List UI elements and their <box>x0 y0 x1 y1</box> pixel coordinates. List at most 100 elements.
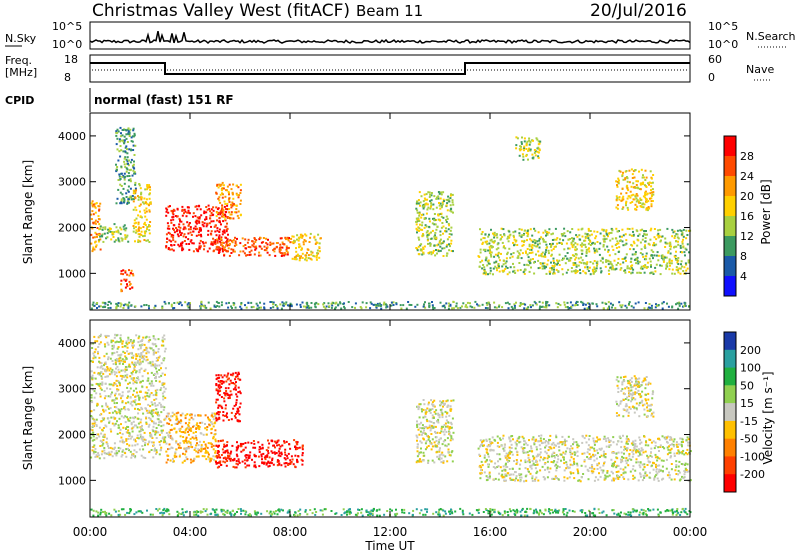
data-pixel <box>626 180 629 183</box>
data-pixel <box>223 445 226 448</box>
data-pixel <box>598 462 600 465</box>
data-pixel <box>512 270 515 273</box>
data-pixel <box>639 197 642 200</box>
data-pixel <box>642 474 645 477</box>
colorbar-segment <box>724 236 736 257</box>
data-pixel <box>246 464 249 467</box>
data-pixel <box>309 257 312 260</box>
data-pixel <box>641 228 644 231</box>
data-pixel <box>650 304 653 307</box>
data-pixel <box>165 233 168 236</box>
data-pixel <box>221 196 224 199</box>
data-pixel <box>385 306 388 309</box>
data-pixel <box>237 419 240 422</box>
data-pixel <box>150 380 153 383</box>
data-pixel <box>586 266 589 269</box>
data-pixel <box>210 443 213 446</box>
data-pixel <box>284 448 287 451</box>
data-pixel <box>241 443 244 446</box>
data-pixel <box>495 248 498 251</box>
data-pixel <box>268 254 271 257</box>
data-pixel <box>310 306 313 309</box>
data-pixel <box>537 231 540 234</box>
data-pixel <box>491 245 494 248</box>
data-pixel <box>526 235 529 238</box>
data-pixel <box>605 260 608 263</box>
data-pixel <box>431 408 434 410</box>
data-pixel <box>102 226 105 229</box>
data-pixel <box>219 213 222 216</box>
data-pixel <box>481 259 484 262</box>
data-pixel <box>627 208 630 211</box>
data-pixel <box>448 200 451 203</box>
data-pixel <box>430 204 433 207</box>
data-pixel <box>422 251 425 254</box>
data-pixel <box>621 187 624 190</box>
data-pixel <box>677 257 680 259</box>
data-pixel <box>654 270 657 273</box>
data-pixel <box>239 392 242 395</box>
data-pixel <box>137 437 140 440</box>
power-colorbar-label: Power [dB] <box>759 179 773 244</box>
data-pixel <box>170 221 173 224</box>
data-pixel <box>359 306 362 308</box>
data-pixel <box>139 390 142 393</box>
data-pixel <box>162 383 165 386</box>
data-pixel <box>297 239 300 242</box>
data-pixel <box>190 413 193 416</box>
data-pixel <box>209 307 212 310</box>
data-pixel <box>599 259 602 262</box>
data-pixel <box>126 175 129 178</box>
data-pixel <box>444 410 447 413</box>
data-pixel <box>222 220 225 223</box>
data-pixel <box>583 307 586 310</box>
data-pixel <box>281 246 284 249</box>
data-pixel <box>575 234 578 237</box>
data-pixel <box>644 184 646 187</box>
data-pixel <box>221 376 224 379</box>
data-pixel <box>443 200 445 203</box>
data-pixel <box>677 240 679 243</box>
data-pixel <box>282 302 285 305</box>
data-pixel <box>182 452 184 455</box>
data-pixel <box>375 304 378 306</box>
data-pixel <box>126 168 129 171</box>
data-pixel <box>93 396 96 399</box>
data-pixel <box>442 232 444 235</box>
data-pixel <box>300 458 303 461</box>
data-pixel <box>633 253 636 256</box>
data-pixel <box>440 242 443 245</box>
data-pixel <box>218 231 221 233</box>
data-pixel <box>227 454 229 457</box>
data-pixel <box>100 413 103 416</box>
data-pixel <box>153 398 156 401</box>
data-pixel <box>442 400 445 403</box>
data-pixel <box>603 235 606 238</box>
data-pixel <box>259 301 261 304</box>
data-pixel <box>657 236 660 239</box>
data-pixel <box>270 439 273 442</box>
data-pixel <box>272 242 275 245</box>
data-pixel <box>361 301 364 304</box>
data-pixel <box>237 386 240 389</box>
data-pixel <box>685 229 688 232</box>
data-pixel <box>225 414 228 417</box>
data-pixel <box>615 195 618 198</box>
data-pixel <box>587 227 590 230</box>
data-pixel <box>178 444 181 447</box>
data-pixel <box>408 303 411 306</box>
data-pixel <box>571 246 574 249</box>
data-pixel <box>217 385 220 388</box>
data-pixel <box>162 344 165 347</box>
data-pixel <box>124 229 127 232</box>
data-pixel <box>469 305 472 308</box>
data-pixel <box>147 425 150 428</box>
data-pixel <box>647 200 650 203</box>
data-pixel <box>221 382 223 385</box>
data-pixel <box>513 304 516 307</box>
data-pixel <box>253 237 256 239</box>
data-pixel <box>430 202 433 205</box>
data-pixel <box>569 459 572 462</box>
data-pixel <box>131 427 134 430</box>
data-pixel <box>484 259 487 262</box>
